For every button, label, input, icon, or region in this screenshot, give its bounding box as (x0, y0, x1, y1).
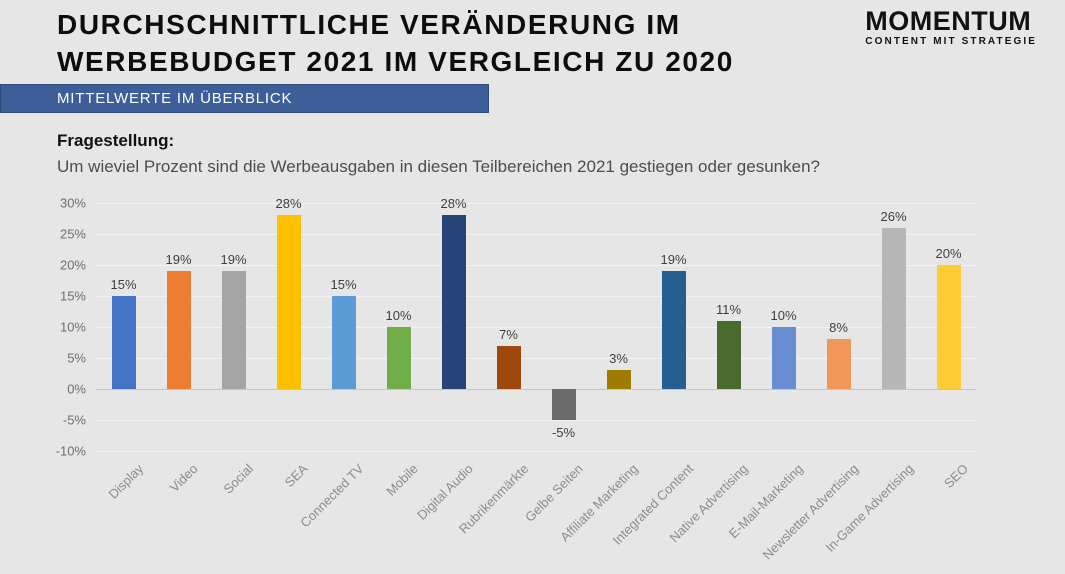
bar-value-label: 11% (715, 301, 742, 317)
bar-value-label: 19% (220, 252, 247, 268)
y-axis: 30% 25% 20% 15% 10% 5% 0% -5% -10% (46, 196, 96, 459)
bar-e-mail-marketing (771, 327, 796, 389)
bar-sea (276, 215, 301, 389)
bar-seo (936, 265, 961, 389)
gridline (96, 420, 976, 421)
bar-display (111, 296, 136, 389)
logo-wordmark: MOMENTUM (865, 6, 1032, 36)
bar-video (166, 271, 191, 389)
x-axis-label: Video (167, 461, 202, 495)
y-tick-label: 5% (67, 350, 86, 366)
x-axis-label: SEA (282, 461, 312, 491)
y-tick-label: 20% (59, 257, 86, 273)
x-axis-label: Display (105, 461, 147, 502)
bar-newsletter-advertising (826, 339, 851, 389)
y-tick-label: 10% (59, 319, 86, 335)
y-tick-label: 30% (59, 195, 86, 211)
x-axis: Display Video Social SEA Connected TV Mobile D… (96, 451, 976, 574)
y-tick-label: -10% (55, 443, 86, 459)
page-title: DURCHSCHNITTLICHE VERÄNDERUNG IM WERBEBU… (57, 6, 734, 80)
y-tick-label: 15% (59, 288, 86, 304)
page-title-line1: DURCHSCHNITTLICHE VERÄNDERUNG IM (57, 9, 681, 40)
bar-value-label: 7% (499, 326, 518, 342)
y-tick-label: -5% (62, 412, 86, 428)
bar-digital-audio (441, 215, 466, 389)
bar-connected-tv (331, 296, 356, 389)
logo-tagline: CONTENT MIT STRATEGIE (865, 36, 1037, 47)
x-axis-label: SEO (941, 461, 972, 492)
bar-value-label: 28% (440, 196, 467, 212)
momentum-logo: MOMENTUM CONTENT MIT STRATEGIE (865, 6, 1037, 48)
gridline (96, 451, 976, 452)
gridline (96, 358, 976, 359)
page-title-line2: WERBEBUDGET 2021 IM VERGLEICH ZU 2020 (57, 46, 734, 77)
x-axis-label: Social (220, 461, 257, 497)
gridline (96, 296, 976, 297)
bar-integrated-content (661, 271, 686, 389)
y-tick-label: 25% (59, 226, 86, 242)
plot-area: 15% 19% 19% 28% 15% 10% 28% 7% -5% 3% 19% 11% 10% 8% 2… (96, 196, 976, 452)
bar-chart: 30% 25% 20% 15% 10% 5% 0% -5% -10% 15% 19% 19% 28% 1… (46, 196, 976, 574)
bar-value-label: 20% (935, 246, 962, 261)
bar-in-game-advertising (881, 227, 906, 389)
question-block: Fragestellung: Um wieviel Prozent sind d… (57, 131, 820, 177)
section-banner-label: MITTELWERTE IM ÜBERBLICK (57, 90, 293, 107)
section-banner: MITTELWERTE IM ÜBERBLICK (0, 84, 489, 113)
zero-gridline (96, 389, 976, 390)
bar-value-label: 10% (770, 308, 797, 323)
bar-value-label: 8% (829, 320, 848, 336)
bar-value-label: 28% (275, 196, 302, 212)
bar-affiliate-marketing (606, 370, 631, 389)
bar-value-label: 15% (330, 277, 357, 292)
question-label: Fragestellung: (57, 131, 175, 150)
bar-value-label: 26% (880, 208, 907, 224)
gridline (96, 234, 976, 235)
x-axis-label: Newsletter Advertising (759, 461, 862, 563)
bar-value-label: 19% (660, 252, 687, 268)
bar-value-label: 3% (609, 351, 628, 367)
bar-mobile (386, 327, 411, 389)
gridline (96, 265, 976, 266)
bar-social (221, 271, 246, 389)
question-text: Um wieviel Prozent sind die Werbeausgabe… (57, 157, 820, 176)
bar-native-advertising (716, 320, 741, 389)
gridline (96, 203, 976, 204)
y-tick-label: 0% (67, 381, 86, 397)
bar-value-label: 15% (110, 277, 137, 292)
bar-gelbe-seiten (551, 389, 576, 420)
bar-value-label: 10% (385, 308, 412, 323)
bar-value-label: -5% (551, 425, 576, 440)
bar-value-label: 19% (165, 252, 192, 268)
x-axis-label: Mobile (383, 461, 422, 499)
bar-rubrikenm-rkte (496, 345, 521, 389)
gridline (96, 327, 976, 328)
